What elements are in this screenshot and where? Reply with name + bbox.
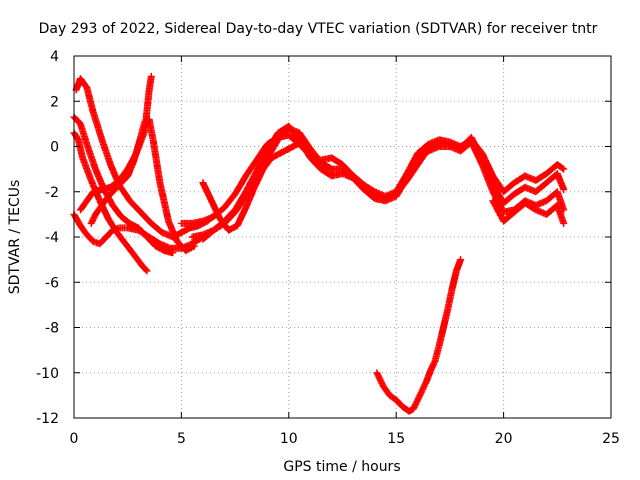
series-track-k <box>489 197 568 227</box>
series-track-l <box>373 256 465 415</box>
y-axis-ticks: 4 2 0 -2 -4 -6 -8 -10 -12 <box>36 49 611 427</box>
x-tick-label: 0 <box>70 431 79 447</box>
series-track-c <box>72 75 220 241</box>
series-markers <box>199 140 301 234</box>
x-axis-label: GPS time / hours <box>283 459 400 475</box>
chart-title: Day 293 of 2022, Sidereal Day-to-day VTE… <box>39 21 598 37</box>
x-tick-label: 10 <box>280 431 298 447</box>
y-axis-label: SDTVAR / TECUs <box>7 180 23 295</box>
y-tick-label: 0 <box>50 140 59 156</box>
x-tick-label: 15 <box>387 431 405 447</box>
series-track-f <box>76 72 155 214</box>
y-tick-label: -6 <box>45 275 59 291</box>
y-tick-label: -10 <box>36 366 59 382</box>
y-tick-label: -2 <box>45 185 59 201</box>
data-markers <box>70 72 568 415</box>
x-tick-label: 5 <box>177 431 186 447</box>
y-tick-label: -12 <box>36 411 59 427</box>
series-markers <box>489 197 568 227</box>
x-tick-label: 20 <box>495 431 513 447</box>
y-tick-label: -4 <box>45 230 59 246</box>
y-tick-label: 4 <box>50 49 59 65</box>
grid <box>74 56 611 418</box>
y-tick-label: -8 <box>45 321 59 337</box>
x-tick-label: 25 <box>602 431 620 447</box>
series-track-j <box>199 140 301 234</box>
x-axis-ticks: 0 5 10 15 20 25 <box>70 56 620 447</box>
series-markers <box>72 75 220 241</box>
series-markers <box>76 72 155 214</box>
y-tick-label: 2 <box>50 94 59 110</box>
series-markers <box>373 256 465 415</box>
